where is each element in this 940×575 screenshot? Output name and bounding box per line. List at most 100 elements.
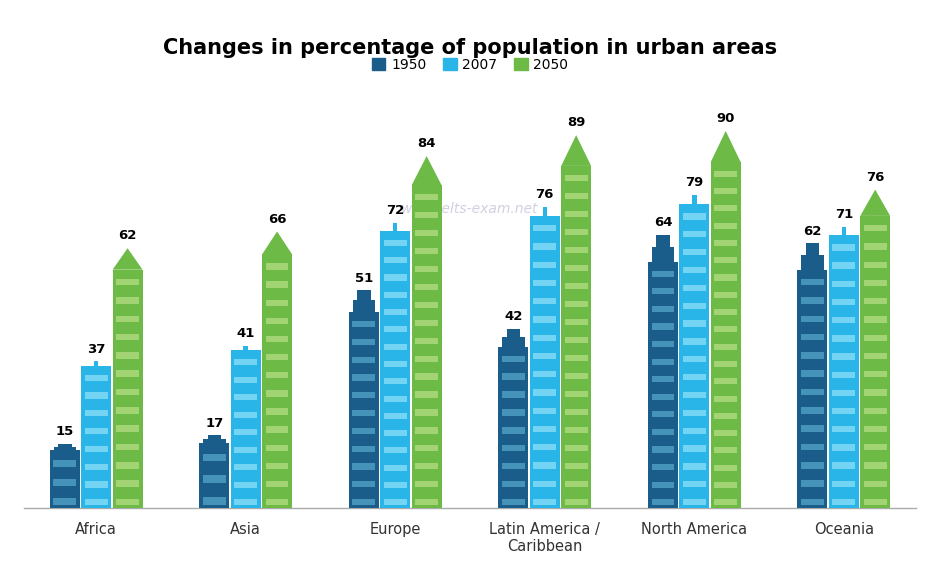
Bar bbox=[864, 225, 886, 231]
Text: 41: 41 bbox=[237, 327, 255, 340]
Bar bbox=[565, 499, 588, 505]
Bar bbox=[683, 428, 706, 434]
Bar bbox=[648, 262, 678, 508]
Bar bbox=[714, 482, 737, 488]
Bar bbox=[864, 462, 886, 469]
Bar bbox=[565, 301, 588, 307]
Bar bbox=[357, 290, 370, 300]
Bar bbox=[234, 394, 257, 400]
Bar bbox=[561, 166, 591, 508]
Bar bbox=[85, 392, 107, 398]
Bar bbox=[533, 316, 556, 323]
Bar bbox=[833, 462, 855, 469]
Text: 15: 15 bbox=[55, 425, 74, 438]
Bar bbox=[415, 499, 438, 505]
Bar bbox=[714, 344, 737, 350]
Bar bbox=[714, 309, 737, 315]
Bar bbox=[801, 462, 823, 469]
Polygon shape bbox=[262, 232, 292, 254]
Bar bbox=[502, 392, 525, 398]
Bar bbox=[864, 444, 886, 450]
Bar bbox=[692, 196, 697, 204]
Bar bbox=[533, 444, 556, 450]
Bar bbox=[683, 302, 706, 309]
Bar bbox=[266, 372, 289, 378]
Bar bbox=[565, 193, 588, 199]
Bar bbox=[266, 354, 289, 361]
Bar bbox=[714, 499, 737, 505]
Bar bbox=[714, 223, 737, 229]
Bar bbox=[714, 396, 737, 401]
Bar bbox=[651, 482, 674, 488]
Bar bbox=[117, 462, 139, 469]
Bar bbox=[262, 254, 292, 508]
Polygon shape bbox=[412, 156, 442, 185]
Bar bbox=[117, 316, 139, 322]
Bar bbox=[266, 444, 289, 451]
Bar bbox=[801, 255, 823, 270]
Bar bbox=[266, 427, 289, 433]
Bar bbox=[651, 306, 674, 312]
Bar bbox=[565, 427, 588, 433]
Text: 76: 76 bbox=[536, 189, 554, 201]
Bar bbox=[352, 392, 375, 398]
Bar bbox=[651, 324, 674, 329]
Bar bbox=[651, 271, 674, 277]
Bar bbox=[711, 162, 741, 508]
Bar bbox=[117, 334, 139, 340]
Bar bbox=[384, 274, 407, 281]
Bar bbox=[565, 211, 588, 217]
Bar bbox=[683, 410, 706, 416]
Bar bbox=[683, 374, 706, 380]
Bar bbox=[352, 481, 375, 488]
Bar bbox=[565, 247, 588, 253]
Text: 42: 42 bbox=[504, 310, 523, 323]
Bar bbox=[352, 463, 375, 470]
Bar bbox=[208, 435, 221, 439]
Bar bbox=[565, 229, 588, 235]
Title: Changes in percentage of population in urban areas: Changes in percentage of population in u… bbox=[163, 38, 777, 58]
Bar bbox=[565, 337, 588, 343]
Bar bbox=[533, 353, 556, 359]
Bar bbox=[801, 352, 823, 359]
Bar bbox=[864, 262, 886, 268]
Bar bbox=[412, 185, 442, 508]
Bar bbox=[565, 265, 588, 271]
Polygon shape bbox=[113, 248, 143, 270]
Bar bbox=[498, 347, 528, 508]
Legend: 1950, 2007, 2050: 1950, 2007, 2050 bbox=[366, 52, 574, 77]
Bar bbox=[415, 320, 438, 326]
Bar bbox=[85, 410, 107, 416]
Bar bbox=[714, 205, 737, 212]
Bar bbox=[565, 391, 588, 397]
Text: 79: 79 bbox=[685, 177, 703, 190]
Bar bbox=[415, 427, 438, 434]
Bar bbox=[352, 428, 375, 434]
Bar bbox=[117, 444, 139, 450]
Bar bbox=[266, 318, 289, 324]
Bar bbox=[415, 284, 438, 290]
Bar bbox=[415, 373, 438, 380]
Bar bbox=[117, 426, 139, 432]
Bar bbox=[415, 463, 438, 469]
Bar bbox=[714, 430, 737, 436]
Bar bbox=[530, 216, 559, 508]
Bar bbox=[415, 302, 438, 308]
Text: 62: 62 bbox=[804, 225, 822, 237]
Bar bbox=[117, 370, 139, 377]
Bar bbox=[352, 356, 375, 363]
Text: 66: 66 bbox=[268, 213, 287, 226]
Bar bbox=[565, 409, 588, 415]
Bar bbox=[864, 335, 886, 341]
Bar bbox=[651, 376, 674, 382]
Bar bbox=[352, 446, 375, 452]
Bar bbox=[565, 463, 588, 469]
Bar bbox=[864, 481, 886, 487]
Bar bbox=[117, 279, 139, 285]
Bar bbox=[507, 329, 520, 337]
Bar bbox=[415, 230, 438, 236]
Text: 71: 71 bbox=[835, 208, 853, 221]
Bar bbox=[85, 446, 107, 452]
Bar bbox=[860, 216, 890, 508]
Bar bbox=[683, 446, 706, 452]
